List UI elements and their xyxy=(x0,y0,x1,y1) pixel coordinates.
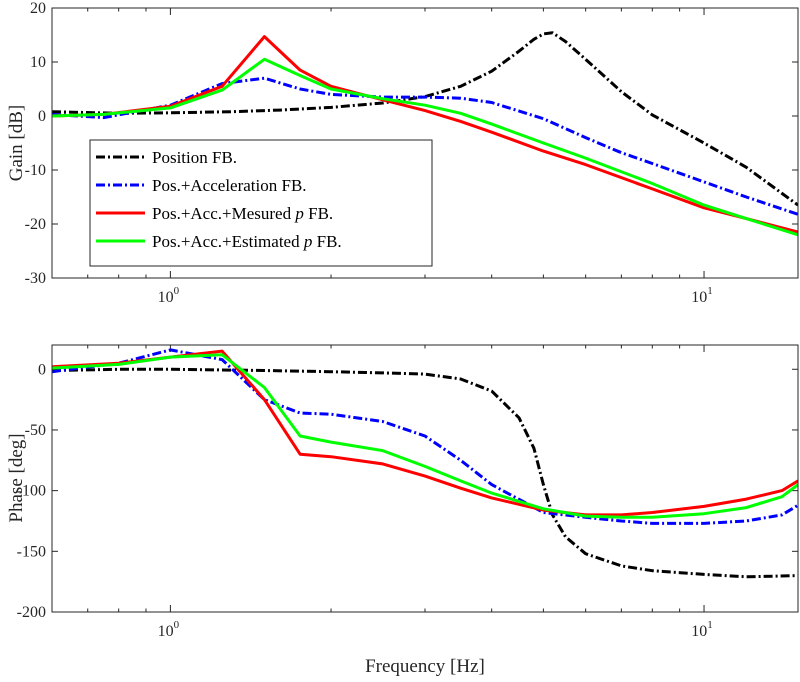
legend-entry-measured: Pos.+Acc.+Mesured p FB. xyxy=(96,204,333,223)
gain-ytick-label: 20 xyxy=(30,0,46,17)
gain-axes-frame xyxy=(51,7,799,279)
gain-series-position-fb xyxy=(52,31,798,207)
phase-plot: 0 -50 -100 -150 -200 100 101 Phase [deg] Frequ… xyxy=(6,344,799,677)
legend-label-position: Position FB. xyxy=(152,148,237,167)
phase-y-axis-label: Phase [deg] xyxy=(6,433,27,522)
phase-series-pos-acceleration-fb xyxy=(52,348,798,525)
phase-plot-area xyxy=(52,345,798,612)
gain-series-pos-acc-estimated-p-fb xyxy=(52,57,798,237)
gain-ytick-label: -30 xyxy=(25,270,46,287)
gain-ytick-label: -20 xyxy=(25,216,46,233)
legend-box xyxy=(89,139,433,267)
gain-ytick-label: 0 xyxy=(38,108,46,125)
phase-ytick-label: 0 xyxy=(38,361,46,378)
gain-ytick-label: -10 xyxy=(25,162,46,179)
phase-series-group xyxy=(52,348,798,579)
phase-series-pos-acc-mesured-p-fb xyxy=(52,349,798,517)
phase-xtick-label: 101 xyxy=(691,619,713,640)
legend-label-acceleration: Pos.+Acceleration FB. xyxy=(152,176,307,195)
gain-series-pos-acceleration-fb xyxy=(52,76,798,216)
gain-series-group xyxy=(52,31,798,237)
gain-series-pos-acc-mesured-p-fb xyxy=(52,35,798,234)
gain-xtick-label: 101 xyxy=(691,285,713,306)
legend-entry-position: Position FB. xyxy=(96,148,237,167)
gain-legend: Position FB. Pos.+Acceleration FB. Pos.+… xyxy=(89,139,433,267)
phase-ytick-label: -100 xyxy=(17,483,46,500)
phase-ytick-label: -50 xyxy=(25,422,46,439)
gain-xtick-label: 100 xyxy=(158,285,180,306)
phase-xtick-label: 100 xyxy=(158,619,180,640)
legend-label-estimated: Pos.+Acc.+Estimated p FB. xyxy=(152,232,342,251)
phase-axes-frame xyxy=(51,344,799,613)
phase-series-pos-acc-estimated-p-fb xyxy=(52,353,798,519)
legend-label-measured: Pos.+Acc.+Mesured p FB. xyxy=(152,204,333,223)
gain-ytick-label: 10 xyxy=(30,54,46,71)
phase-axis-ticks: 0 -50 -100 -150 -200 100 101 xyxy=(17,345,798,640)
phase-ytick-label: -200 xyxy=(17,604,46,621)
phase-series-position-fb xyxy=(52,367,798,579)
phase-x-axis-label: Frequency [Hz] xyxy=(365,656,485,677)
legend-entry-acceleration: Pos.+Acceleration FB. xyxy=(96,176,307,195)
legend-entry-estimated: Pos.+Acc.+Estimated p FB. xyxy=(96,232,342,251)
gain-y-axis-label: Gain [dB] xyxy=(6,105,27,182)
phase-ytick-label: -150 xyxy=(17,543,46,560)
